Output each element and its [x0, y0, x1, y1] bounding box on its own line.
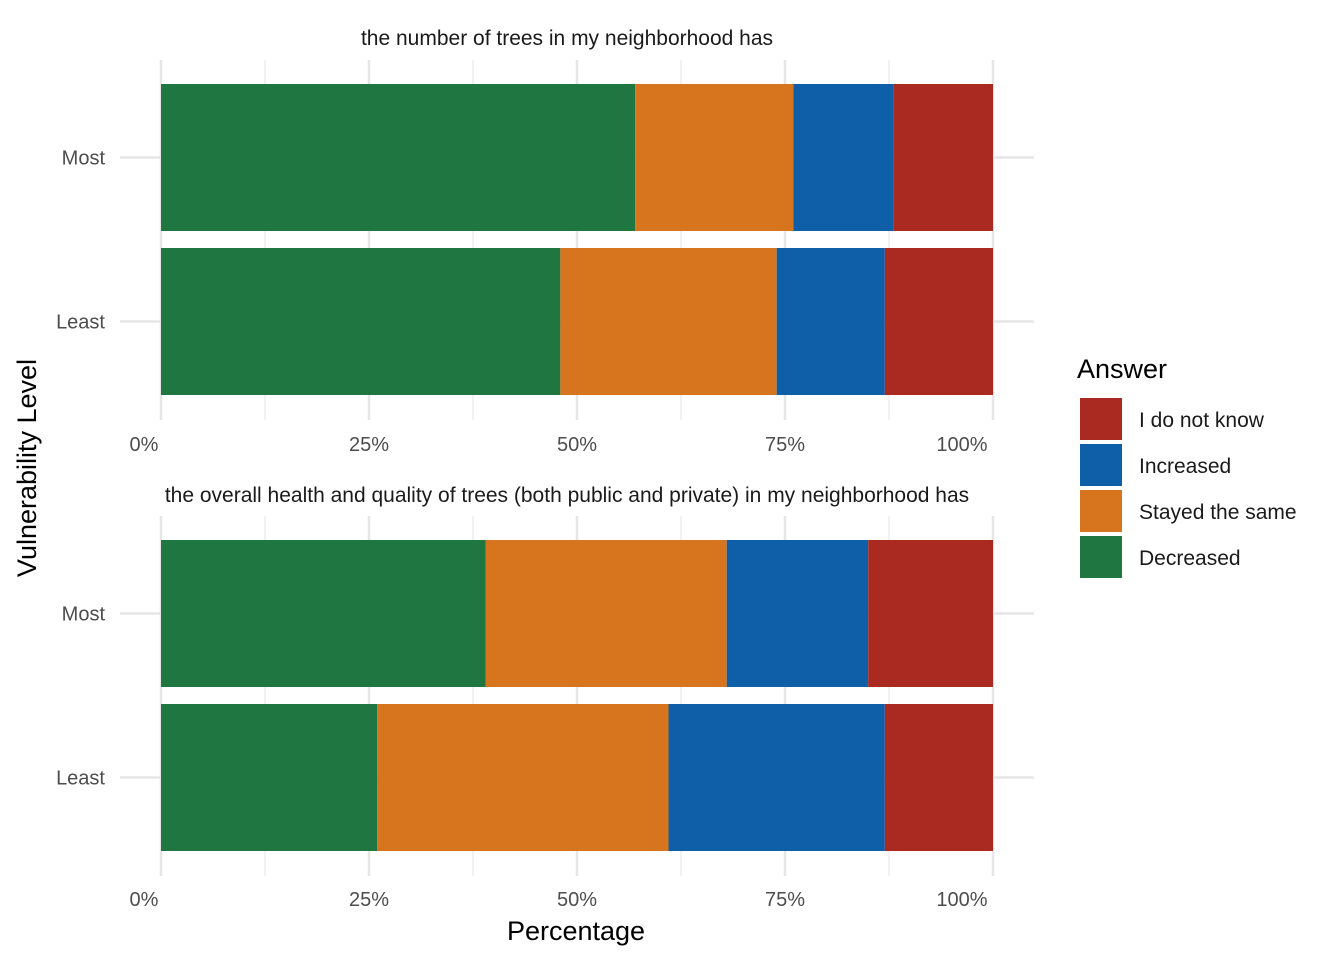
x-tick-label: 0%	[130, 434, 159, 456]
chart-panels: the number of trees in my neighborhood h…	[56, 27, 1034, 911]
legend-label: Decreased	[1139, 547, 1241, 570]
x-tick-label: 100%	[936, 889, 987, 911]
bar-i-do-not-know-most	[868, 540, 993, 687]
x-tick-label: 75%	[765, 889, 805, 911]
panel-1: the number of trees in my neighborhood h…	[56, 27, 1034, 456]
x-tick-label: 25%	[349, 434, 389, 456]
legend-key-stayed-the-same	[1080, 490, 1122, 532]
bar-increased-most	[726, 540, 869, 687]
x-axis-title: Percentage	[507, 916, 645, 946]
bar-increased-most	[793, 84, 894, 231]
bar-decreased-most	[161, 540, 486, 687]
legend-key-decreased	[1080, 536, 1122, 578]
y-tick-label: Least	[56, 768, 105, 790]
bar-stayed-the-same-most	[635, 84, 794, 231]
legend-label: Increased	[1139, 455, 1231, 478]
bar-i-do-not-know-least	[884, 248, 993, 395]
bar-decreased-least	[161, 704, 378, 851]
bar-decreased-most	[161, 84, 636, 231]
x-tick-label: 25%	[349, 889, 389, 911]
panel-title: the number of trees in my neighborhood h…	[361, 27, 773, 50]
y-tick-label: Most	[62, 604, 106, 626]
x-tick-label: 50%	[557, 434, 597, 456]
legend-label: I do not know	[1139, 409, 1265, 432]
x-tick-label: 50%	[557, 889, 597, 911]
panel-2: the overall health and quality of trees …	[56, 484, 1034, 911]
bar-increased-least	[776, 248, 885, 395]
bar-i-do-not-know-most	[893, 84, 993, 231]
x-tick-label: 0%	[130, 889, 159, 911]
bar-stayed-the-same-least	[377, 704, 669, 851]
y-axis-title: Vulnerability Level	[12, 359, 42, 577]
bar-stayed-the-same-most	[485, 540, 727, 687]
legend-key-i-do-not-know	[1080, 398, 1122, 440]
legend-label: Stayed the same	[1139, 501, 1297, 524]
y-tick-label: Most	[62, 148, 106, 170]
bar-increased-least	[668, 704, 885, 851]
bar-stayed-the-same-least	[560, 248, 777, 395]
panel-title: the overall health and quality of trees …	[165, 484, 969, 507]
x-tick-label: 100%	[936, 434, 987, 456]
bar-i-do-not-know-least	[884, 704, 993, 851]
legend: Answer I do not know Increased Stayed the …	[1077, 354, 1297, 578]
y-tick-label: Least	[56, 312, 105, 334]
x-tick-label: 75%	[765, 434, 805, 456]
bar-decreased-least	[161, 248, 561, 395]
legend-key-increased	[1080, 444, 1122, 486]
legend-title: Answer	[1077, 354, 1167, 384]
